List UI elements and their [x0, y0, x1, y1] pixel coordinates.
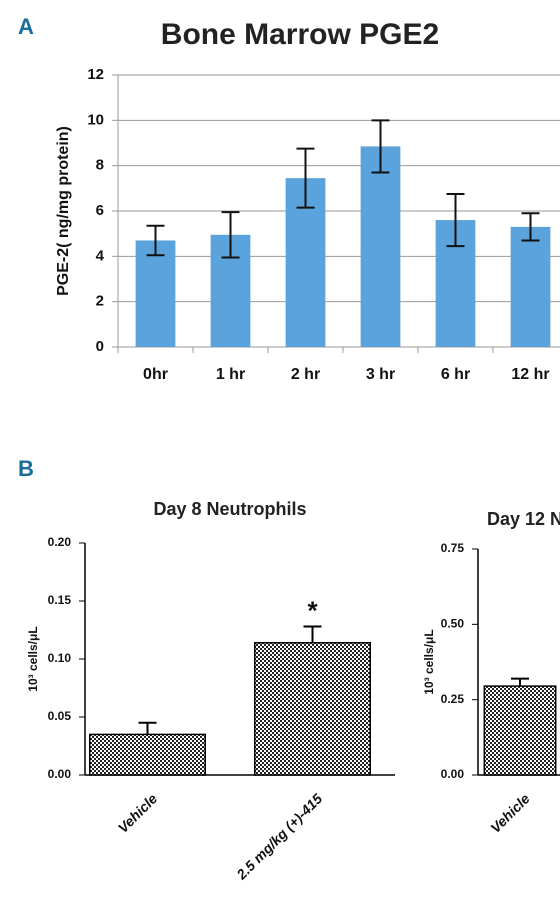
annotation: * [307, 595, 318, 625]
x-tick-label: 2 hr [291, 366, 320, 383]
y-tick-label: 0.10 [48, 651, 72, 665]
bar [254, 642, 371, 776]
panel-label: B [18, 456, 34, 481]
y-tick-label: 4 [96, 247, 105, 264]
y-axis-label: 10³ cells/μL [26, 626, 40, 691]
x-tick-label: Vehicle [115, 790, 161, 836]
chart-title: Day 8 Neutrophils [153, 499, 306, 519]
y-tick-label: 0.75 [441, 541, 465, 555]
error-bar [521, 212, 540, 242]
bar [89, 733, 206, 776]
y-tick-label: 12 [87, 66, 104, 83]
y-tick-label: 10 [87, 111, 104, 128]
y-tick-label: 0.00 [48, 767, 72, 781]
x-tick-label: 12 hr [511, 366, 549, 383]
y-tick-label: 8 [96, 157, 104, 174]
bar [483, 685, 557, 776]
chart-title: Day 12 Neutrophils [487, 509, 560, 529]
error-bar [511, 677, 529, 687]
y-tick-label: 0.05 [48, 709, 72, 723]
error-bar [146, 224, 165, 257]
error-bar [371, 119, 390, 174]
y-tick-label: 2 [96, 293, 104, 310]
y-tick-label: 0.15 [48, 593, 72, 607]
bar [510, 226, 551, 347]
error-bar [296, 147, 315, 209]
x-tick-label: 3 hr [366, 366, 395, 383]
panel-label: A [18, 14, 34, 39]
chart-title: Bone Marrow PGE2 [161, 18, 439, 51]
x-tick-label: Vehicle [487, 790, 533, 836]
bar [135, 240, 176, 347]
x-tick-label: 0hr [143, 366, 168, 383]
y-tick-label: 0 [96, 338, 104, 355]
x-tick-label: 2.5 mg/kg (+)-415 [233, 790, 326, 883]
bar [360, 146, 401, 347]
y-axis-label: 10³ cells/μL [422, 629, 436, 694]
y-tick-label: 0.20 [48, 535, 72, 549]
y-tick-label: 6 [96, 202, 104, 219]
y-tick-label: 0.50 [441, 617, 465, 631]
y-tick-label: 0.25 [441, 692, 465, 706]
y-tick-label: 0.00 [441, 767, 465, 781]
error-bar [221, 211, 240, 259]
y-axis-label: PGE-2( ng/mg protein) [55, 126, 72, 296]
error-bar [446, 193, 465, 248]
error-bar [138, 721, 157, 735]
x-tick-label: 6 hr [441, 366, 470, 383]
error-bar [303, 625, 322, 643]
x-tick-label: 1 hr [216, 366, 245, 383]
